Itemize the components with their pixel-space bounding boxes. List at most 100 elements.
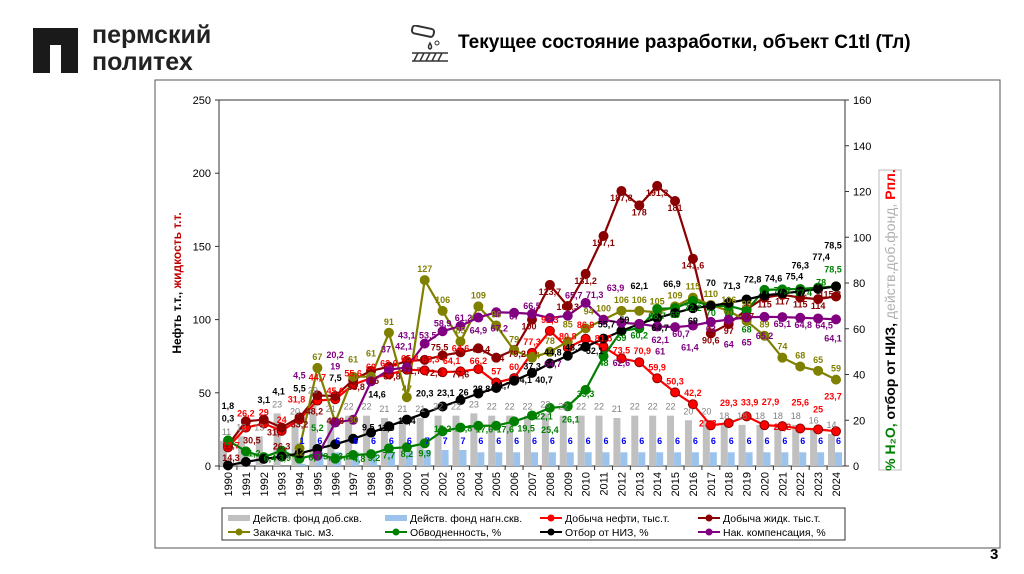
series-point <box>705 316 716 327</box>
series-point <box>795 423 806 434</box>
series-point <box>348 450 359 461</box>
bar-prod-wells <box>684 420 692 466</box>
data-label: 78,5 <box>824 264 842 274</box>
x-tick-label: 2009 <box>563 472 575 496</box>
bar-inj-wells <box>674 452 682 466</box>
data-label: 45,6 <box>327 386 345 396</box>
x-tick-label: 2007 <box>527 472 539 496</box>
bar-label: 6 <box>818 436 823 446</box>
data-label: 4,5 <box>293 371 306 381</box>
series-point <box>562 401 573 412</box>
bar-label: 6 <box>407 436 412 446</box>
series-point <box>383 421 394 432</box>
data-label: 65,1 <box>774 319 792 329</box>
series-point <box>598 231 609 242</box>
right-tick-label: 60 <box>853 324 865 336</box>
series-point <box>348 433 359 444</box>
series-point <box>312 390 323 401</box>
series-point <box>240 456 251 467</box>
data-label: 187,8 <box>610 193 633 203</box>
series-point <box>455 321 466 332</box>
data-label: 64,8 <box>794 320 812 330</box>
series-point <box>813 294 824 305</box>
data-label: 22,1 <box>535 411 553 421</box>
series-point <box>527 308 537 319</box>
data-label: 90,6 <box>702 335 720 345</box>
legend-marker <box>392 528 400 536</box>
x-tick-label: 1993 <box>277 472 289 496</box>
legend-marker <box>705 514 713 522</box>
bar-label: 6 <box>496 436 501 446</box>
series-point <box>509 307 520 318</box>
x-tick-label: 2016 <box>688 472 700 496</box>
series-point <box>419 354 430 365</box>
data-label: 68,7 <box>648 311 666 321</box>
data-label: 69 <box>688 316 698 326</box>
data-label: 109 <box>471 290 486 300</box>
data-label: 65 <box>369 376 379 386</box>
right-axis-title-part: отбор от НИЗ, <box>882 319 898 419</box>
series-point <box>312 362 323 373</box>
x-tick-label: 2018 <box>724 472 736 496</box>
right-tick-label: 140 <box>853 141 871 153</box>
data-label: 65,3 <box>422 354 440 364</box>
bar-label: 23 <box>540 399 550 409</box>
right-tick-label: 80 <box>853 278 865 290</box>
data-label: 57 <box>491 367 501 377</box>
series-point <box>759 330 770 341</box>
x-tick-label: 1990 <box>223 472 235 496</box>
data-label: 64 <box>724 340 734 350</box>
series-point <box>527 352 537 363</box>
series-point <box>419 338 430 349</box>
legend-marker <box>705 528 713 536</box>
data-label: 27,8 <box>699 418 717 428</box>
data-label: 141,6 <box>682 261 705 271</box>
right-axis-title-part: % H₂O, <box>882 419 898 470</box>
bar-inj-wells <box>387 452 395 466</box>
bar-prod-wells <box>273 413 281 466</box>
data-label: 25,6 <box>791 398 809 408</box>
data-label: 5,2 <box>368 453 381 463</box>
data-label: 70 <box>724 308 734 318</box>
data-label: 62,6 <box>613 358 631 368</box>
series-point <box>813 365 824 376</box>
series-point <box>473 312 484 323</box>
series-point <box>491 382 502 393</box>
data-label: 60,2 <box>631 330 649 340</box>
data-label: 75,5 <box>431 342 449 352</box>
bar-prod-wells <box>810 429 818 466</box>
data-label: 73,5 <box>613 345 631 355</box>
data-label: 115 <box>793 300 808 310</box>
series-point <box>455 347 466 358</box>
data-label: 70,9 <box>634 346 652 356</box>
bar-inj-wells <box>799 452 807 466</box>
data-label: 181 <box>668 203 683 213</box>
bar-label: 22 <box>344 402 354 412</box>
data-label: 115,8 <box>819 289 841 299</box>
x-tick-label: 2021 <box>777 472 789 496</box>
data-label: 48 <box>599 358 609 368</box>
bar-label: 21 <box>379 404 389 414</box>
bar-prod-wells <box>398 417 406 466</box>
bar-prod-wells <box>792 424 800 466</box>
bar-inj-wells <box>566 452 574 466</box>
series-point <box>777 352 788 363</box>
data-label: 77,2 <box>774 285 792 295</box>
series-point <box>401 362 412 373</box>
data-label: 42,2 <box>684 388 702 398</box>
series-point <box>598 351 609 362</box>
legend-label: Обводненность, % <box>410 527 501 539</box>
data-label: 85 <box>563 320 573 330</box>
bar-label: 21 <box>415 404 425 414</box>
data-label: 96 <box>491 309 501 319</box>
bar-label: 6 <box>675 436 680 446</box>
data-label: 157,1 <box>592 238 615 248</box>
bar-label: 18 <box>737 411 747 421</box>
bar-prod-wells <box>452 415 460 466</box>
series-point <box>831 314 841 325</box>
series-point <box>527 410 537 421</box>
series-point <box>759 420 770 431</box>
bar-prod-wells <box>524 415 531 466</box>
series-point <box>419 438 430 449</box>
